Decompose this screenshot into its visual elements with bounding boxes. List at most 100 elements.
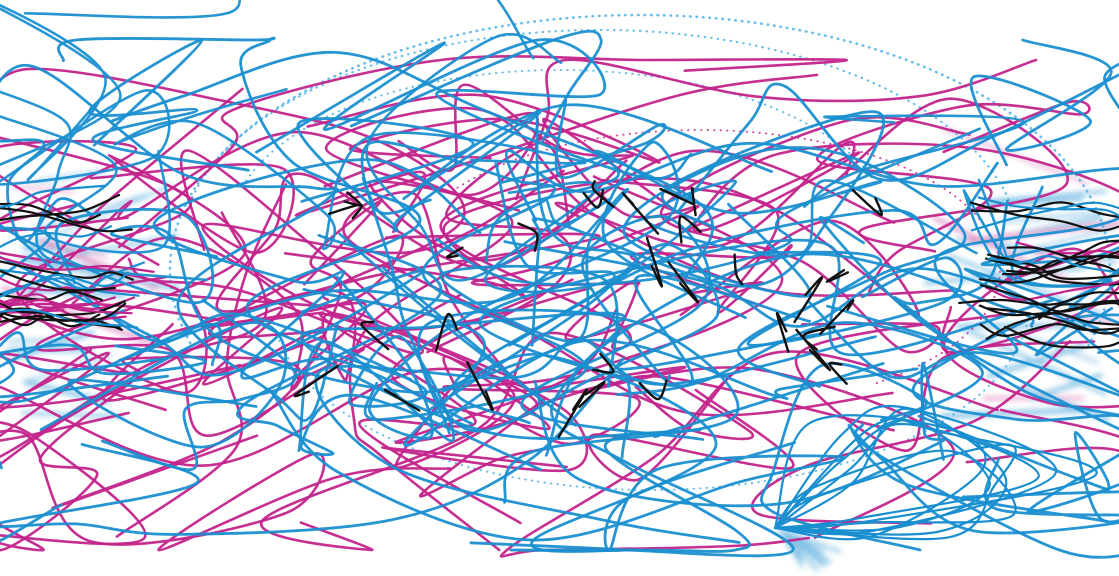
curve: [803, 114, 1026, 208]
edge-band-curve: [0, 302, 127, 324]
dotted-arc: [168, 13, 1112, 351]
edge-band-curve: [992, 239, 1119, 271]
curve: [0, 348, 452, 552]
accent: [667, 261, 700, 304]
curve: [0, 64, 339, 422]
accent: [578, 381, 606, 408]
curve: [15, 235, 455, 452]
curve: [101, 234, 405, 402]
fan-stroke: [33, 193, 149, 231]
accent: [851, 188, 883, 217]
accent: [659, 187, 694, 206]
curve: [478, 238, 1055, 388]
curve: [416, 308, 740, 504]
curve: [360, 140, 588, 421]
edge-band-curve: [0, 271, 129, 298]
accent: [360, 320, 390, 351]
edge-band-curve: [0, 296, 116, 309]
accent: [825, 268, 849, 284]
edge-band-curve: [1005, 250, 1119, 274]
accent: [343, 191, 362, 207]
edge-band-curve: [970, 201, 1119, 232]
curve: [826, 216, 1119, 355]
edge-fans: [1, 127, 1119, 572]
curve: [439, 154, 764, 350]
curve: [0, 226, 170, 372]
curve: [215, 159, 628, 313]
curve: [503, 240, 1097, 335]
curve: [87, 39, 250, 172]
curve: [118, 55, 848, 249]
curve: [773, 449, 1017, 530]
curve: [0, 309, 222, 404]
curve: [0, 207, 215, 305]
curve: [773, 443, 1017, 541]
accent: [293, 365, 339, 398]
curve: [34, 153, 365, 438]
curve: [0, 211, 268, 459]
curve: [942, 247, 1119, 409]
curve: [101, 298, 297, 472]
curve: [302, 288, 919, 448]
curve: [963, 267, 1119, 357]
accent: [775, 311, 790, 353]
curve: [299, 311, 885, 441]
accent: [383, 388, 421, 412]
curve: [818, 216, 1119, 431]
edge-band-curve: [985, 301, 1119, 340]
curve: [833, 97, 1069, 253]
curve: [0, 306, 323, 467]
curve: [773, 407, 1008, 536]
curve: [514, 58, 1038, 201]
accent: [557, 388, 588, 439]
curve: [530, 110, 885, 347]
edge-band-curve: [969, 201, 1119, 232]
accent: [638, 379, 668, 401]
edge-band-curve: [987, 255, 1119, 274]
curve: [0, 343, 208, 376]
curve: [338, 232, 578, 427]
accent: [591, 180, 615, 208]
dotted-arc: [245, 69, 875, 182]
edge-band-curve: [984, 280, 1119, 301]
accent: [690, 187, 697, 217]
curve: [854, 422, 1119, 559]
curve: [397, 83, 635, 173]
edge-band-curve: [0, 269, 117, 292]
edge-band-curve: [0, 308, 139, 329]
curve: [113, 87, 587, 251]
curve: [622, 146, 967, 388]
curve: [773, 417, 1098, 530]
accent: [466, 361, 494, 412]
curve: [236, 233, 542, 471]
edge-band-curve: [0, 207, 133, 233]
edge-band-curve: [0, 260, 134, 281]
curves: [0, 0, 1119, 559]
accent: [434, 312, 459, 352]
accent: [678, 215, 702, 244]
accent: [517, 222, 539, 252]
accent: [795, 328, 832, 372]
fan-stroke: [778, 528, 842, 554]
curve: [470, 117, 700, 287]
curve: [794, 311, 1096, 453]
curve: [23, 0, 535, 60]
accent: [793, 276, 824, 324]
curve: [893, 199, 1119, 514]
curve: [969, 38, 1113, 167]
curve: [917, 414, 1119, 524]
fan-stroke: [12, 185, 75, 193]
accent: [733, 253, 744, 286]
accent: [645, 236, 664, 288]
curve: [365, 33, 612, 282]
accent: [592, 352, 615, 374]
curve: [109, 50, 715, 280]
edge-band-curve: [986, 307, 1119, 335]
curve: [336, 140, 747, 440]
curve: [676, 142, 1119, 285]
fan-stroke: [778, 528, 832, 563]
accent: [445, 246, 464, 259]
curve: [426, 141, 573, 354]
curve: [296, 103, 773, 233]
